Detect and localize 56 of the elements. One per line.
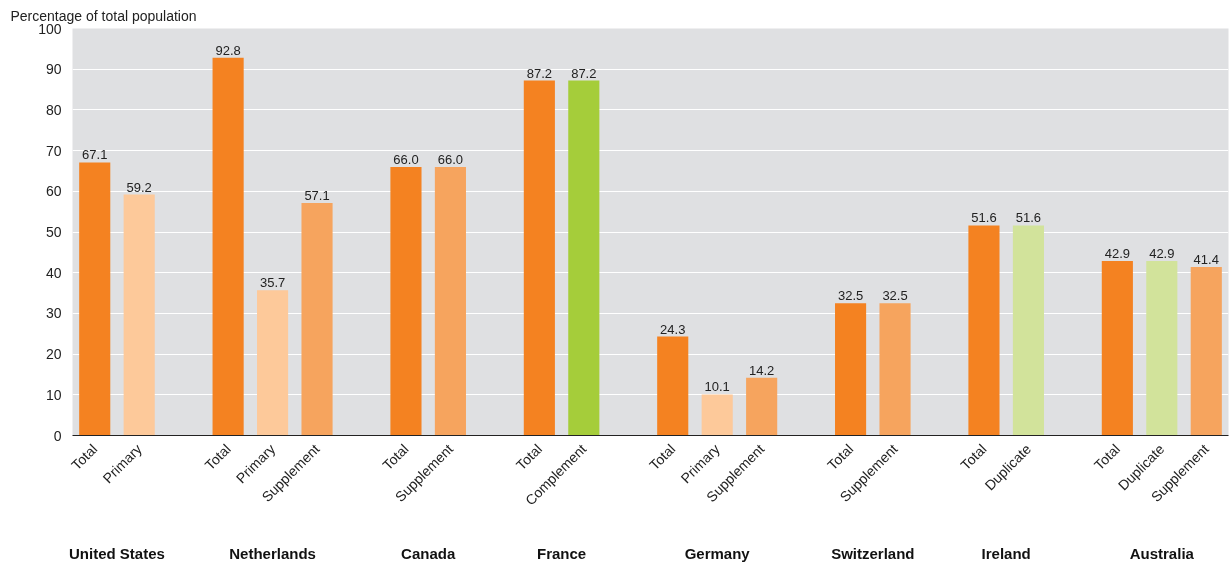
text: Switzerland [831, 544, 915, 562]
data-label: 10.1 [704, 379, 730, 395]
bar [301, 203, 333, 436]
data-label: 59.2 [126, 179, 152, 195]
data-label: 66.0 [393, 151, 419, 167]
bar [257, 290, 289, 436]
y-tick-label: 50 [45, 224, 62, 240]
bar [835, 303, 867, 436]
bar [968, 225, 1000, 436]
text: Canada [401, 544, 456, 562]
text: Australia [1129, 544, 1195, 562]
bar [434, 166, 466, 436]
text: France [536, 544, 587, 562]
data-label: 51.6 [1015, 210, 1042, 226]
text: Ireland [981, 544, 1031, 562]
data-label: 42.9 [1149, 245, 1175, 261]
data-label: 57.1 [304, 188, 330, 204]
bar [568, 80, 600, 436]
data-label: 92.8 [215, 42, 241, 58]
data-label: 41.4 [1193, 252, 1219, 267]
bar [1012, 225, 1044, 436]
y-tick-label: 10 [45, 386, 62, 403]
data-label: 87.2 [571, 65, 597, 81]
data-label: 14.2 [749, 362, 775, 378]
data-label: 42.9 [1104, 245, 1131, 261]
text: Netherlands [229, 544, 316, 562]
y-tick-label: 40 [45, 264, 62, 281]
bar [879, 303, 911, 436]
y-tick-label: 90 [45, 61, 62, 78]
y-tick-label: 70 [45, 142, 62, 159]
data-label: 87.2 [526, 65, 553, 81]
data-label: 66.0 [437, 151, 464, 167]
data-label: 32.5 [882, 288, 908, 304]
text: United States [69, 544, 165, 562]
bar [1190, 267, 1222, 436]
y-tick-label: 60 [45, 183, 62, 200]
bar [523, 80, 555, 436]
y-tick-label: 20 [45, 346, 62, 363]
bar [1146, 260, 1178, 436]
data-label: 32.5 [837, 288, 864, 304]
data-label: 51.6 [971, 210, 997, 226]
bar [657, 336, 689, 436]
bar [79, 162, 111, 436]
y-tick-label: 80 [45, 101, 62, 118]
bar [390, 166, 422, 436]
text: Germany [684, 544, 751, 562]
data-label: 67.1 [82, 147, 108, 163]
bar [746, 377, 778, 436]
y-tick-label: 30 [45, 305, 62, 322]
bar [212, 57, 244, 436]
bar [701, 394, 733, 436]
data-label: 24.3 [660, 321, 686, 337]
y-tick-label: 0 [53, 427, 62, 444]
bar [1101, 260, 1133, 436]
bar [123, 194, 155, 436]
data-label: 35.7 [259, 275, 286, 291]
